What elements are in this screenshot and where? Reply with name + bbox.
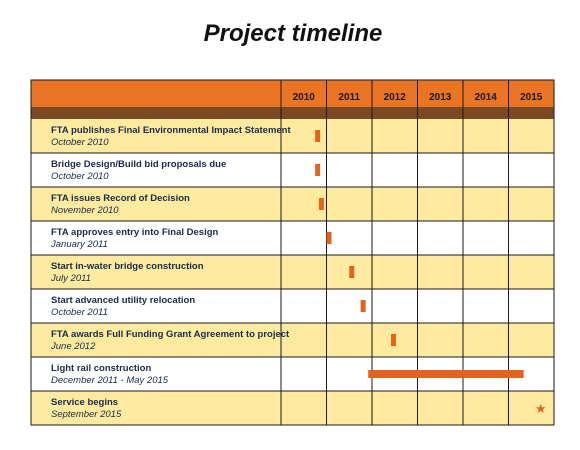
row-background [31, 119, 554, 153]
milestone-marker [326, 232, 332, 244]
row-label: Bridge Design/Build bid proposals due [51, 159, 226, 170]
row-date: October 2010 [51, 137, 109, 148]
row-label: FTA publishes Final Environmental Impact… [51, 125, 291, 136]
grid-outline [30, 79, 555, 426]
row-background [31, 391, 554, 425]
row-date: October 2011 [51, 307, 108, 318]
milestone-marker [390, 334, 396, 346]
row-label: FTA issues Record of Decision [51, 193, 190, 204]
row-date: June 2012 [50, 341, 96, 352]
row-label: Service begins [51, 397, 118, 408]
row-date: October 2010 [51, 171, 109, 182]
row-date: November 2010 [51, 205, 119, 216]
milestone-marker [349, 266, 355, 278]
row-date: January 2011 [50, 239, 108, 250]
year-header-2014: 2014 [475, 92, 498, 103]
row-background [31, 323, 554, 357]
milestone-marker [315, 130, 321, 142]
year-header-2015: 2015 [520, 92, 543, 103]
milestone-marker [315, 164, 321, 176]
row-label: Light rail construction [51, 363, 151, 374]
row-background [31, 187, 554, 221]
duration-bar [368, 370, 524, 378]
header-stripe [31, 107, 554, 119]
header-bar [31, 80, 554, 107]
row-label: FTA awards Full Funding Grant Agreement … [51, 329, 290, 340]
row-label: Start advanced utility relocation [51, 295, 195, 306]
year-header-2013: 2013 [429, 92, 452, 103]
row-background [31, 221, 554, 255]
milestone-marker [318, 198, 324, 210]
row-label: Start in-water bridge construction [51, 261, 204, 272]
year-header-2010: 2010 [293, 92, 316, 103]
chart-title: Project timeline [203, 20, 383, 47]
milestone-star: ★ [535, 402, 547, 417]
year-header-2012: 2012 [384, 92, 407, 103]
row-background [31, 255, 554, 289]
row-date: December 2011 - May 2015 [51, 375, 169, 386]
row-background [31, 153, 554, 187]
year-header-2011: 2011 [338, 92, 360, 103]
row-label: FTA approves entry into Final Design [51, 227, 219, 238]
milestone-marker [360, 300, 366, 312]
row-date: July 2011 [50, 273, 91, 284]
row-background [31, 289, 554, 323]
row-date: September 2015 [51, 409, 122, 420]
